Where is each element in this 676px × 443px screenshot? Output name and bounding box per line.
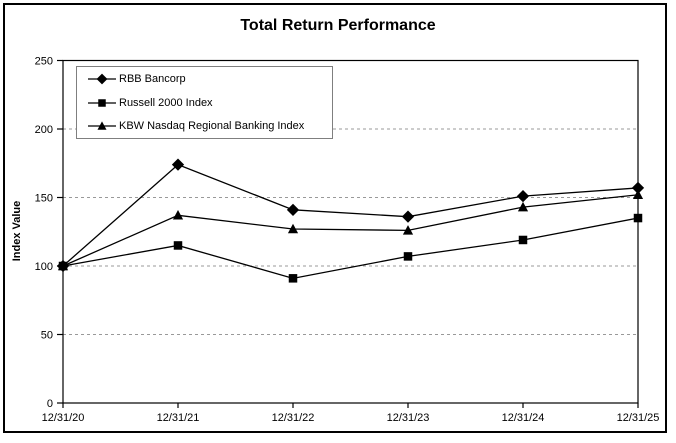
data-point-marker: [632, 189, 644, 200]
data-point-marker: [517, 201, 529, 212]
x-axis-tick-label: 12/31/24: [502, 412, 545, 424]
series-line: [62, 163, 639, 267]
triangle-series-legend-marker-icon: [88, 121, 116, 130]
legend-item: KBW Nasdaq Regional Banking Index: [88, 115, 332, 137]
legend-label: RBB Bancorp: [119, 73, 186, 86]
y-axis-tick-label: 150: [35, 193, 53, 205]
y-axis-tick-label: 200: [35, 124, 53, 136]
chart-title: Total Return Performance: [240, 17, 436, 34]
data-point-marker: [516, 190, 530, 203]
data-point-marker: [518, 235, 528, 245]
y-axis-tick-label: 50: [41, 330, 53, 342]
data-point-marker: [401, 210, 415, 223]
legend-label: KBW Nasdaq Regional Banking Index: [119, 119, 305, 132]
data-point-marker: [286, 203, 300, 216]
x-axis-tick-label: 12/31/20: [42, 412, 85, 424]
x-axis-tick-label: 12/31/23: [387, 412, 430, 424]
legend-item: RBB Bancorp: [88, 68, 332, 90]
x-axis-tick-label: 12/31/21: [157, 412, 200, 424]
square-series-legend-marker-icon: [88, 98, 116, 107]
legend: RBB Bancorp Russell 2000 Index KBW Nasda…: [76, 66, 333, 139]
data-point-marker: [171, 158, 185, 171]
legend-marker-glyph: [98, 98, 106, 107]
data-point-marker: [57, 260, 69, 271]
series-line: [62, 217, 639, 279]
y-axis-tick-label: 0: [47, 398, 53, 410]
x-axis-tick-label: 12/31/25: [617, 412, 660, 424]
data-point-marker: [287, 223, 299, 234]
data-point-marker: [173, 241, 183, 250]
data-point-marker: [403, 252, 413, 261]
y-axis-title: Index Value: [11, 200, 23, 262]
y-axis-tick-label: 250: [35, 56, 53, 68]
data-point-marker: [402, 225, 414, 235]
legend-marker-glyph: [96, 73, 108, 85]
diamond-series-legend-marker-icon: [88, 73, 116, 85]
data-point-marker: [631, 181, 645, 195]
legend-label: Russell 2000 Index: [119, 96, 213, 109]
legend-item: Russell 2000 Index: [88, 92, 332, 114]
series-line: [62, 194, 639, 267]
plot-border: [62, 59, 639, 404]
data-point-marker: [172, 210, 184, 220]
data-point-marker: [633, 213, 643, 223]
x-axis-tick-label: 12/31/22: [272, 412, 315, 424]
data-point-marker: [288, 274, 298, 283]
legend-marker-glyph: [97, 121, 107, 130]
y-axis-tick-label: 100: [35, 261, 53, 273]
